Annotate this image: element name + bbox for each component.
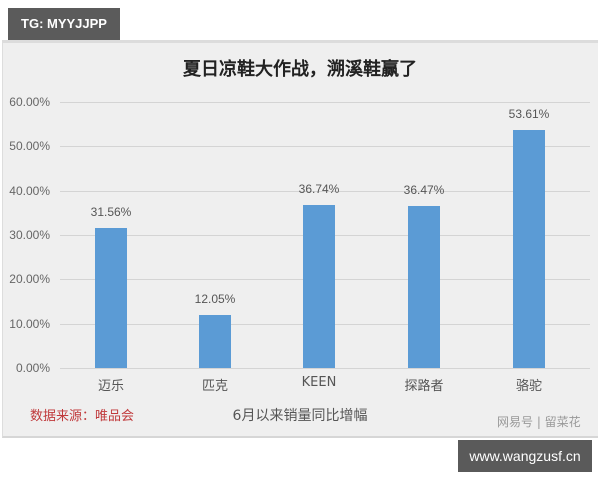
value-label: 36.74% [298,182,340,197]
y-tick-label: 50.00% [9,139,50,154]
bar-3 [408,206,440,368]
gridline [60,368,590,369]
value-label: 31.56% [90,205,132,220]
y-tick-label: 20.00% [9,272,50,287]
source-note: 数据来源：唯品会 [30,409,135,424]
y-tick-label: 40.00% [9,183,50,198]
bar-1 [199,314,231,368]
y-tick-label: 60.00% [9,95,50,109]
x-tick-label: 骆驼 [515,379,542,394]
value-label: 12.05% [194,291,236,306]
bar-4 [513,130,545,368]
y-tick-label: 10.00% [9,316,50,331]
bar-0 [95,228,127,368]
x-axis-title: 6月以来销量同比增幅 [232,408,368,424]
y-tick-label: 0.00% [15,361,50,375]
x-tick-label: KEEN [301,375,337,390]
gridline [60,102,590,103]
tag-badge: TG: MYYJJPP [8,8,120,40]
gridline [60,190,590,192]
x-tick-label: 匹克 [201,379,228,394]
url-badge: www.wangzusf.cn [458,440,592,472]
gridline [60,146,590,148]
value-label: 53.61% [508,107,550,122]
chart-title: 夏日凉鞋大作战，溯溪鞋赢了 [183,59,417,80]
value-label: 36.47% [403,183,445,198]
x-tick-label: 探路者 [404,379,444,394]
watermark: 网易号 | 留菜花 [497,415,581,429]
y-tick-label: 30.00% [9,228,50,242]
x-tick-label: 迈乐 [97,379,124,394]
bar-2 [303,205,335,368]
